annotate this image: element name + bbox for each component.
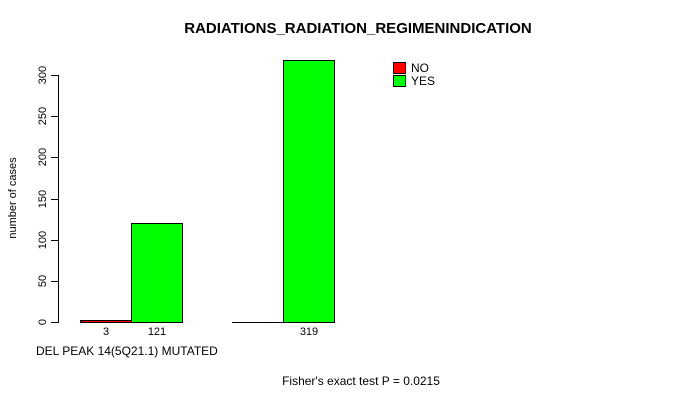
chart-title: RADIATIONS_RADIATION_REGIMENINDICATION <box>184 20 532 37</box>
bar-value-label: 121 <box>147 326 167 338</box>
y-tick <box>51 199 58 200</box>
legend-label: YES <box>411 73 436 88</box>
y-tick-label: 100 <box>37 230 49 250</box>
yes-color-swatch <box>393 74 406 87</box>
legend-label: NO <box>411 60 429 75</box>
y-tick <box>51 281 58 282</box>
legend-item-yes: YES <box>393 73 436 88</box>
x-axis-label: DEL PEAK 14(5Q21.1) MUTATED <box>36 344 218 358</box>
fisher-test-note: Fisher's exact test P = 0.0215 <box>282 374 440 388</box>
y-tick-label: 250 <box>37 106 49 126</box>
y-axis-line <box>58 75 59 323</box>
legend: NO YES <box>393 60 436 88</box>
bar-value-label: 3 <box>102 326 110 338</box>
legend-item-no: NO <box>393 60 435 75</box>
bar-yes <box>283 60 335 323</box>
bar-value-label: 319 <box>299 326 319 338</box>
y-tick-label: 200 <box>37 147 49 167</box>
y-tick-label: 50 <box>37 274 49 288</box>
bar-no <box>80 320 132 323</box>
no-color-swatch <box>393 61 406 74</box>
bar-yes <box>131 223 183 323</box>
y-tick <box>51 75 58 76</box>
y-tick <box>51 157 58 158</box>
y-tick <box>51 322 58 323</box>
bar-no-zero <box>232 322 284 323</box>
y-tick-label: 0 <box>37 318 49 326</box>
y-tick-label: 300 <box>37 65 49 85</box>
y-tick-label: 150 <box>37 189 49 209</box>
y-tick <box>51 116 58 117</box>
y-tick <box>51 240 58 241</box>
